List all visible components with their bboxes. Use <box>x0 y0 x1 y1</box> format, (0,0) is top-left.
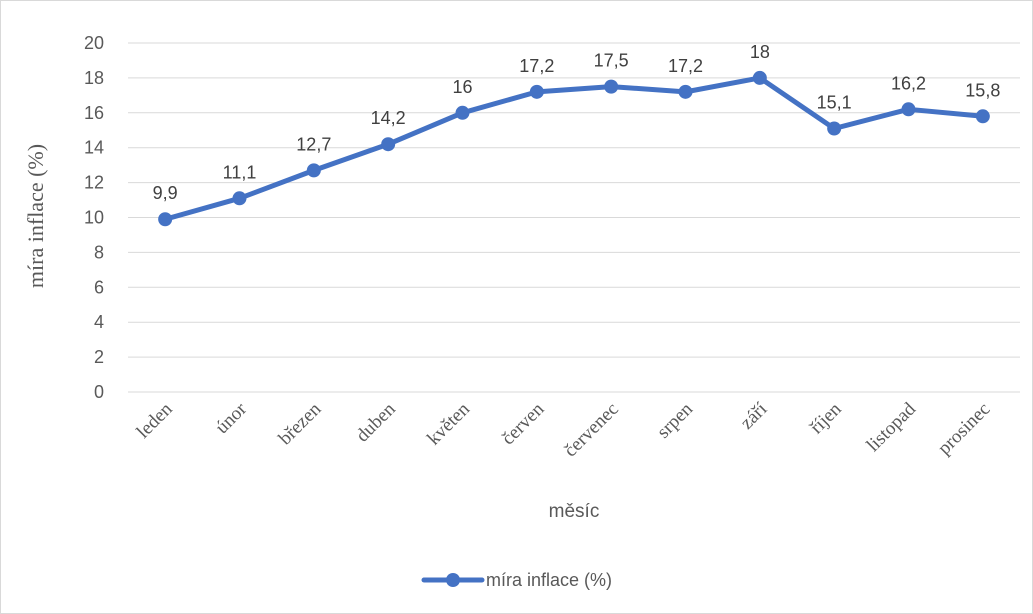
data-point <box>678 84 693 99</box>
data-point <box>158 212 173 227</box>
y-tick-label: 10 <box>84 208 104 228</box>
x-tick-label: listopad <box>863 398 921 456</box>
data-point <box>232 191 247 206</box>
data-point <box>381 137 396 152</box>
x-axis-ticks: leden únor březen duben květen červen červenec… <box>133 398 995 461</box>
data-label: 15,8 <box>965 80 1000 100</box>
y-tick-label: 8 <box>94 242 104 262</box>
data-label: 12,7 <box>296 134 331 154</box>
data-point <box>455 105 470 120</box>
x-tick-label: leden <box>133 398 177 442</box>
data-label: 15,1 <box>817 93 852 113</box>
x-tick-label: únor <box>212 398 252 438</box>
data-label: 17,2 <box>668 56 703 76</box>
series-line <box>162 75 986 222</box>
data-point <box>752 70 767 85</box>
data-label: 11,1 <box>223 162 257 182</box>
data-label: 17,5 <box>594 51 629 71</box>
data-point <box>604 79 619 94</box>
legend: míra inflace (%) <box>421 570 612 590</box>
x-tick-label: květen <box>423 398 474 449</box>
data-point <box>827 121 842 136</box>
data-label: 16 <box>452 77 472 97</box>
series-polyline <box>162 75 986 222</box>
x-tick-label: červenec <box>560 399 623 462</box>
legend-label: míra inflace (%) <box>486 570 612 590</box>
x-tick-label: březen <box>275 398 326 449</box>
data-label: 14,2 <box>371 108 406 128</box>
x-tick-label: duben <box>352 398 400 446</box>
legend-marker <box>446 573 460 587</box>
y-tick-label: 16 <box>84 103 104 123</box>
x-tick-label: říjen <box>806 398 846 438</box>
data-label: 16,2 <box>891 73 926 93</box>
data-points <box>158 70 990 227</box>
x-axis-label: měsíc <box>549 501 600 522</box>
data-label: 18 <box>750 42 770 62</box>
data-label: 9,9 <box>153 183 178 203</box>
data-point <box>901 102 916 117</box>
y-tick-label: 18 <box>84 68 104 88</box>
x-tick-label: září <box>736 398 771 433</box>
data-point <box>529 84 544 99</box>
data-label: 17,2 <box>519 56 554 76</box>
y-tick-label: 4 <box>94 312 104 332</box>
gridlines <box>128 42 1020 393</box>
data-point <box>306 163 321 178</box>
y-tick-label: 0 <box>94 382 104 402</box>
data-labels: 9,9 11,1 12,7 14,2 16 17,2 17,5 17,2 18 15,1 16,2 1… <box>153 42 1001 203</box>
y-tick-label: 20 <box>84 33 104 53</box>
y-tick-label: 14 <box>84 138 104 158</box>
x-tick-label: červen <box>498 398 549 449</box>
data-point <box>975 109 990 124</box>
x-tick-label: srpen <box>653 398 697 442</box>
y-tick-label: 6 <box>94 277 104 297</box>
y-tick-label: 12 <box>84 173 104 193</box>
y-tick-label: 2 <box>94 347 104 367</box>
y-axis-label: míra inflace (%) <box>23 144 48 288</box>
x-tick-label: prosinec <box>934 399 994 459</box>
y-axis-ticks: 0 2 4 6 8 10 12 14 16 18 20 <box>84 33 104 402</box>
